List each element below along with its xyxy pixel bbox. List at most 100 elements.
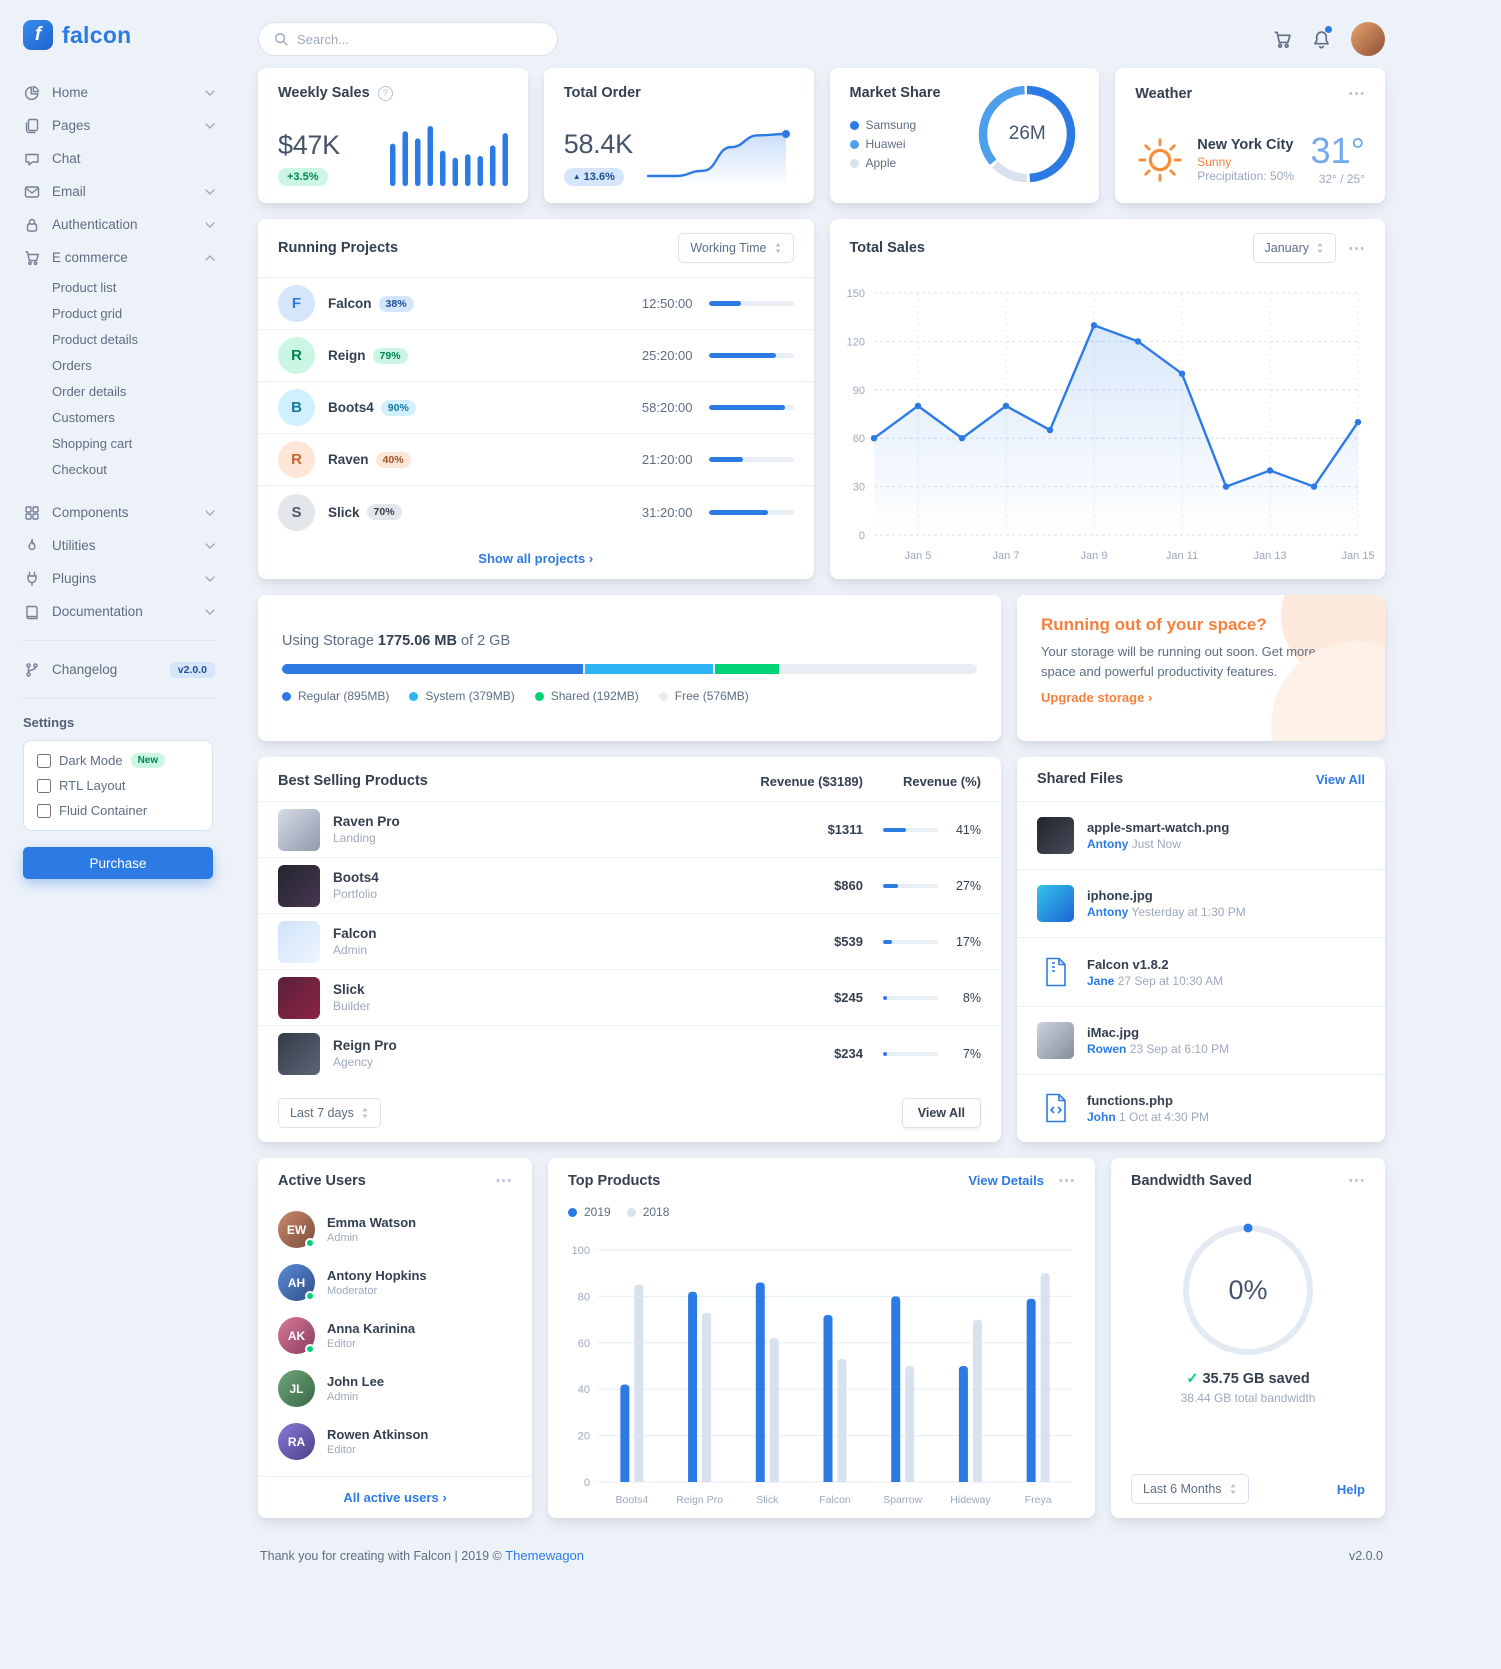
- view-details-link[interactable]: View Details: [968, 1173, 1044, 1188]
- show-all-projects-link[interactable]: Show all projects ›: [478, 551, 594, 566]
- user-role: Editor: [327, 1338, 356, 1350]
- product-revenue: $245: [834, 990, 863, 1005]
- legend-dot: [849, 158, 859, 168]
- sidebar-item-changelog[interactable]: Changelog v2.0.0: [23, 653, 225, 686]
- card-menu-button[interactable]: ⋯: [495, 1171, 512, 1190]
- user-row[interactable]: JL John Lee Admin: [258, 1362, 532, 1415]
- sidebar-item-email[interactable]: Email: [23, 175, 225, 208]
- all-active-users-link[interactable]: All active users ›: [343, 1490, 447, 1505]
- project-row[interactable]: S Slick 70% 31:20:00: [258, 486, 814, 538]
- product-row[interactable]: Boots4 Portfolio $860 27%: [258, 857, 1001, 913]
- user-row[interactable]: AK Anna Karinina Editor: [258, 1309, 532, 1362]
- code-file-icon: [1037, 1089, 1074, 1127]
- file-owner[interactable]: Antony: [1087, 905, 1129, 920]
- sidebar-item-ecommerce[interactable]: E commerce: [23, 241, 225, 274]
- file-owner[interactable]: John: [1087, 1109, 1116, 1124]
- online-status-dot: [305, 1291, 315, 1301]
- card-menu-button[interactable]: ⋯: [1058, 1171, 1075, 1190]
- cart-button[interactable]: [1273, 30, 1292, 49]
- project-row[interactable]: F Falcon 38% 12:50:00: [258, 278, 814, 330]
- sidebar-item-order-details[interactable]: Order details: [52, 383, 127, 399]
- rtl-layout-option[interactable]: RTL Layout: [37, 778, 199, 793]
- search-input[interactable]: [297, 31, 542, 47]
- period-select[interactable]: Last 6 Months: [1131, 1474, 1249, 1504]
- svg-text:Falcon: Falcon: [819, 1494, 851, 1506]
- sidebar-item-components[interactable]: Components: [23, 496, 225, 529]
- user-row[interactable]: RA Rowen Atkinson Editor: [258, 1415, 532, 1468]
- working-time-select[interactable]: Working Time: [678, 233, 794, 263]
- user-row[interactable]: EW Emma Watson Admin: [258, 1203, 532, 1256]
- sidebar-item-plugins[interactable]: Plugins: [23, 562, 225, 595]
- user-role: Admin: [327, 1232, 359, 1244]
- card-menu-button[interactable]: ⋯: [1348, 1171, 1365, 1190]
- sidebar-item-product-details[interactable]: Product details: [52, 331, 138, 347]
- project-row[interactable]: B Boots4 90% 58:20:00: [258, 382, 814, 434]
- bandwidth-saved-card: Bandwidth Saved ⋯ 0% ✓ 35.75 GB saved 38.…: [1111, 1158, 1385, 1518]
- svg-text:100: 100: [571, 1245, 589, 1257]
- sidebar-item-authentication[interactable]: Authentication: [23, 208, 225, 241]
- total-order-badge: ▲ 13.6%: [563, 168, 624, 186]
- sidebar-item-shopping-cart[interactable]: Shopping cart: [52, 435, 133, 451]
- product-row[interactable]: Raven Pro Landing $1311 41%: [258, 801, 1001, 857]
- sidebar-item-chat[interactable]: Chat: [23, 142, 225, 175]
- svg-text:90: 90: [852, 385, 864, 397]
- file-row[interactable]: apple-smart-watch.png Antony Just Now: [1017, 801, 1385, 869]
- project-progress-bar: [708, 509, 794, 515]
- sidebar-item-home[interactable]: Home: [23, 76, 225, 109]
- search-box[interactable]: [258, 22, 558, 56]
- help-icon[interactable]: ?: [377, 85, 393, 101]
- purchase-button[interactable]: Purchase: [23, 847, 213, 879]
- user-avatar[interactable]: [1351, 22, 1385, 56]
- shared-files-card: Shared Files View All apple-smart-watch.…: [1017, 757, 1385, 1142]
- falcon-logo[interactable]: f falcon: [23, 20, 225, 50]
- month-select[interactable]: January: [1252, 233, 1336, 263]
- card-menu-button[interactable]: ⋯: [1348, 238, 1365, 258]
- sidebar-item-orders[interactable]: Orders: [52, 357, 92, 373]
- dark-mode-option[interactable]: Dark Mode New: [37, 753, 199, 768]
- sidebar-item-checkout[interactable]: Checkout: [52, 461, 107, 477]
- sidebar-item-utilities[interactable]: Utilities: [23, 529, 225, 562]
- user-row[interactable]: AH Antony Hopkins Moderator: [258, 1256, 532, 1309]
- file-row[interactable]: iphone.jpg Antony Yesterday at 1:30 PM: [1017, 869, 1385, 937]
- sidebar-item-product-list[interactable]: Product list: [52, 279, 117, 295]
- sidebar-item-documentation[interactable]: Documentation: [23, 595, 225, 628]
- file-name: iphone.jpg: [1087, 888, 1153, 904]
- topbar: [258, 10, 1385, 68]
- file-owner[interactable]: Jane: [1087, 973, 1115, 988]
- fluid-container-option[interactable]: Fluid Container: [37, 803, 199, 818]
- project-row[interactable]: R Reign 79% 25:20:00: [258, 330, 814, 382]
- help-link[interactable]: Help: [1336, 1481, 1365, 1497]
- card-menu-button[interactable]: ⋯: [1348, 84, 1365, 103]
- sidebar-item-label: Utilities: [52, 538, 96, 553]
- sidebar-item-product-grid[interactable]: Product grid: [52, 305, 123, 321]
- notifications-bell-button[interactable]: [1312, 25, 1332, 49]
- fluid-container-checkbox[interactable]: [37, 803, 51, 818]
- svg-text:30: 30: [852, 482, 864, 494]
- view-all-files-link[interactable]: View All: [1315, 771, 1365, 787]
- project-progress-bar: [708, 353, 794, 358]
- file-owner[interactable]: Rowen: [1087, 1041, 1127, 1056]
- project-row[interactable]: R Raven 40% 21:20:00: [258, 434, 814, 486]
- product-row[interactable]: Falcon Admin $539 17%: [258, 913, 1001, 969]
- sidebar-item-pages[interactable]: Pages: [23, 109, 225, 142]
- rtl-layout-checkbox[interactable]: [37, 778, 51, 793]
- file-owner[interactable]: Antony: [1087, 837, 1129, 852]
- product-row[interactable]: Slick Builder $245 8%: [258, 969, 1001, 1025]
- date-range-select[interactable]: Last 7 days: [278, 1098, 381, 1128]
- promo-body: Your storage will be running out soon. G…: [1041, 644, 1316, 679]
- legend-item: Free (576MB): [658, 689, 749, 703]
- file-row[interactable]: functions.php John 1 Oct at 4:30 PM: [1017, 1073, 1385, 1142]
- themewagon-link[interactable]: Themewagon: [505, 1548, 585, 1563]
- product-row[interactable]: Reign Pro Agency $234 7%: [258, 1025, 1001, 1081]
- file-row[interactable]: iMac.jpg Rowen 23 Sep at 6:10 PM: [1017, 1005, 1385, 1074]
- file-row[interactable]: Falcon v1.8.2 Jane 27 Sep at 10:30 AM: [1017, 937, 1385, 1005]
- upgrade-storage-link[interactable]: Upgrade storage ›: [1041, 690, 1153, 705]
- dark-mode-checkbox[interactable]: [37, 753, 51, 768]
- view-all-button[interactable]: View All: [901, 1098, 981, 1128]
- card-title: Total Order: [563, 85, 641, 101]
- storage-progress-bar: [282, 664, 977, 674]
- pages-icon: [23, 118, 41, 134]
- revenue-progress-bar: [883, 995, 938, 1000]
- project-percent-badge: 90%: [380, 399, 416, 416]
- sidebar-item-customers[interactable]: Customers: [52, 409, 115, 425]
